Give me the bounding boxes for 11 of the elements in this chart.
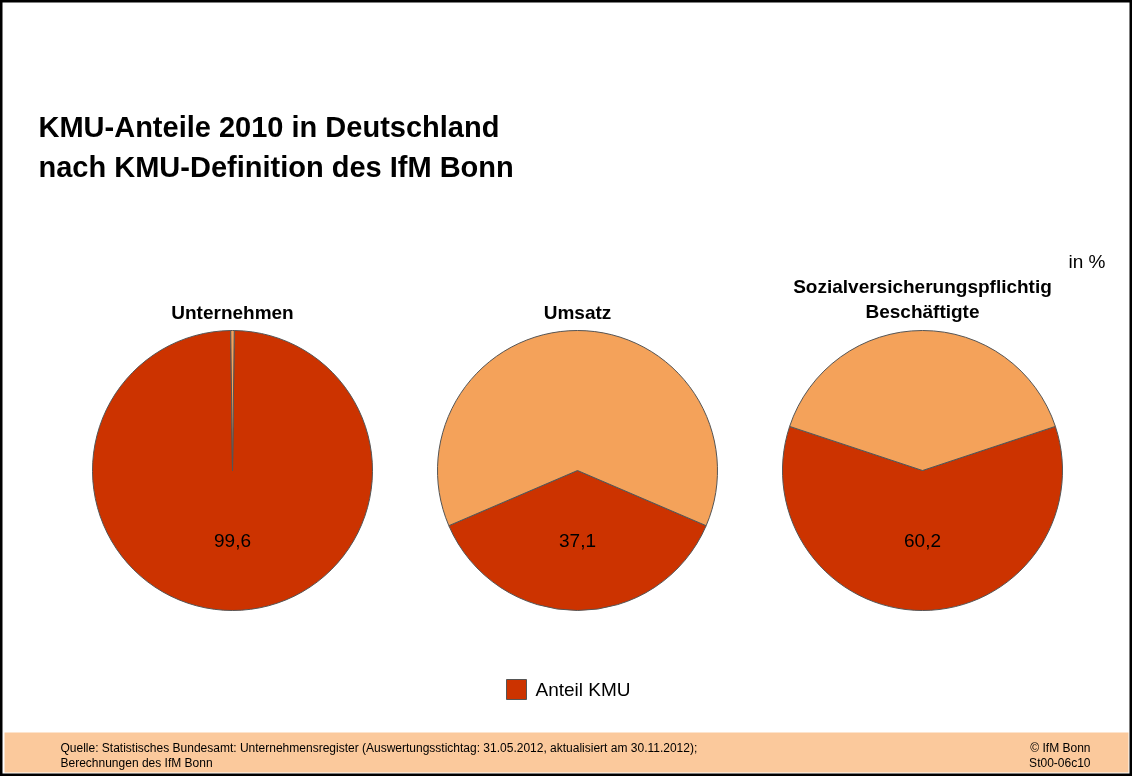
data-label: 99,6 — [214, 530, 251, 551]
source-note: Quelle: Statistisches Bundesamt: Unternehmensregister (Auswertungsstichtag: 31.05.2012, aktualisiert am 30.11.2012); Berechnungen des IfM Bonn — [60, 740, 698, 770]
data-label: 60,2 — [904, 530, 941, 551]
text: © IfM Bonn St00-06c10 — [1029, 740, 1091, 770]
chart-title: Umsatz — [543, 301, 612, 323]
text: KMU-Anteile 2010 in Deutschland nach KMU-Definition des IfM Bonn — [38, 110, 514, 183]
legend-label: Anteil KMU — [535, 679, 631, 700]
text: in % — [1068, 250, 1106, 272]
data-label: 37,1 — [559, 530, 596, 551]
chart-title: Unternehmen — [171, 301, 294, 323]
chart-title: Sozialversicherungspflichtig Beschäftigte — [793, 276, 1052, 323]
